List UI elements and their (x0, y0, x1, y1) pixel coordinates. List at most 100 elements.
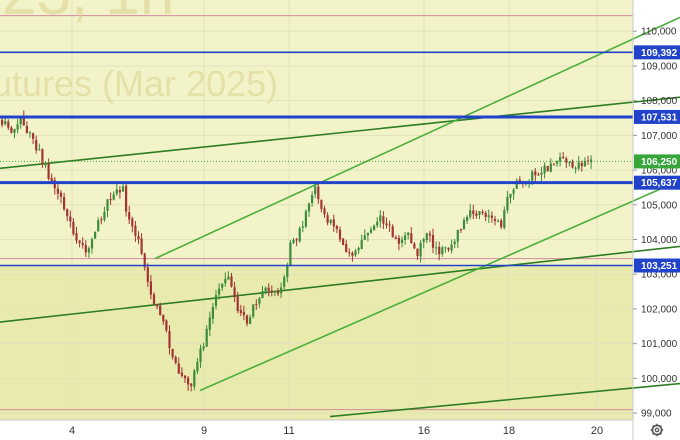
candle-body (416, 248, 419, 257)
candle-body (50, 177, 53, 182)
y-tick-label: 103,000 (641, 270, 678, 281)
candle-body (366, 232, 369, 236)
candle-body (72, 221, 75, 234)
y-axis-ticks: 110,000 109,000 108,000 107,000 106,000 105,0… (633, 27, 678, 420)
candle-body (149, 281, 152, 295)
candle-body (283, 276, 286, 287)
candle-body (407, 232, 410, 236)
horizontal-levels (0, 51, 633, 267)
candle-body (493, 218, 497, 221)
candle-body (146, 267, 149, 283)
candle-body (515, 180, 518, 189)
candle-body (540, 172, 543, 175)
candle-body (35, 139, 38, 151)
candle-body (196, 361, 199, 372)
candle-body (484, 213, 487, 217)
candle-body (19, 117, 22, 125)
candle-body (227, 276, 230, 280)
price-axis-background (633, 0, 680, 440)
level-tag-label: 105,637 (641, 178, 678, 189)
candle-body (357, 247, 360, 251)
candle-body (81, 243, 84, 245)
y-tick-label: 108,000 (641, 96, 678, 107)
current-price-tag: 106,250 (634, 154, 680, 169)
candle-body (156, 305, 159, 307)
candle-body (273, 291, 276, 293)
candle-body (590, 159, 593, 163)
candle-body (397, 237, 400, 244)
candle-body (431, 235, 435, 248)
candle-body (422, 239, 425, 242)
candle-body (391, 226, 394, 237)
candle-body (38, 149, 41, 151)
candle-body (304, 211, 307, 227)
level-tag-label: 107,531 (641, 112, 678, 123)
trend-line (0, 245, 680, 323)
candle-body (301, 226, 304, 228)
candle-body (125, 185, 128, 212)
candle-body (360, 239, 363, 249)
candle-body (382, 216, 385, 224)
candle-body (245, 315, 249, 324)
candle-body (66, 209, 69, 217)
candle-body (41, 149, 44, 165)
candle-body (466, 217, 469, 221)
x-tick-label: 11 (283, 425, 294, 437)
y-tick-label: 104,000 (641, 235, 678, 246)
candle-body (481, 211, 484, 213)
candle-body (320, 200, 323, 209)
candle-body (562, 156, 565, 159)
candle-body (109, 198, 112, 200)
x-tick-label: 4 (69, 425, 75, 437)
candle-body (193, 370, 196, 387)
candle-body (555, 161, 559, 164)
candle-body (106, 199, 109, 211)
candle-body (332, 219, 335, 227)
candle-body (509, 193, 512, 198)
y-tick-label: 107,000 (641, 131, 678, 142)
candle-body (314, 186, 317, 195)
candle-body (345, 243, 348, 253)
level-tag-bg (634, 109, 680, 124)
candle-body (503, 210, 506, 229)
candle-body (531, 171, 534, 181)
level-tag-bg (634, 45, 680, 60)
candle-body (379, 215, 382, 222)
candle-body (363, 235, 366, 240)
candle-body (224, 278, 227, 284)
trend-lines (0, 16, 680, 418)
x-tick-label: 16 (418, 425, 430, 437)
candle-body (242, 311, 245, 316)
price-tag-label: 106,250 (641, 157, 678, 168)
candle-body (506, 196, 509, 211)
candle-body (47, 163, 50, 179)
candle-body (137, 235, 140, 240)
level-price-tags: 109,392 107,531 105,637 103,251 (634, 45, 680, 273)
candle-body (208, 317, 211, 330)
chart-settings-button[interactable] (648, 422, 666, 438)
candle-body (478, 211, 481, 215)
candle-body (87, 248, 90, 253)
candle-body (190, 383, 193, 386)
candle-body (326, 215, 329, 223)
candle-body (400, 239, 404, 243)
y-tick-label: 105,000 (641, 200, 678, 211)
y-tick-label: 101,000 (641, 339, 678, 350)
candle-body (7, 121, 10, 128)
y-tick-label: 102,000 (641, 304, 678, 315)
candle-body (100, 219, 103, 221)
candle-body (580, 163, 583, 166)
candle-body (459, 229, 462, 231)
candle-body (571, 161, 574, 168)
candle-body (13, 128, 16, 133)
trend-line (154, 16, 680, 260)
candle-body (140, 238, 143, 254)
candle-body (90, 239, 94, 249)
candle-body (537, 174, 540, 176)
candle-body (103, 211, 106, 220)
candle-body (500, 220, 503, 228)
candle-body (174, 357, 177, 363)
candle-body (376, 221, 379, 226)
candle-body (25, 125, 28, 134)
candle-body (211, 306, 214, 319)
